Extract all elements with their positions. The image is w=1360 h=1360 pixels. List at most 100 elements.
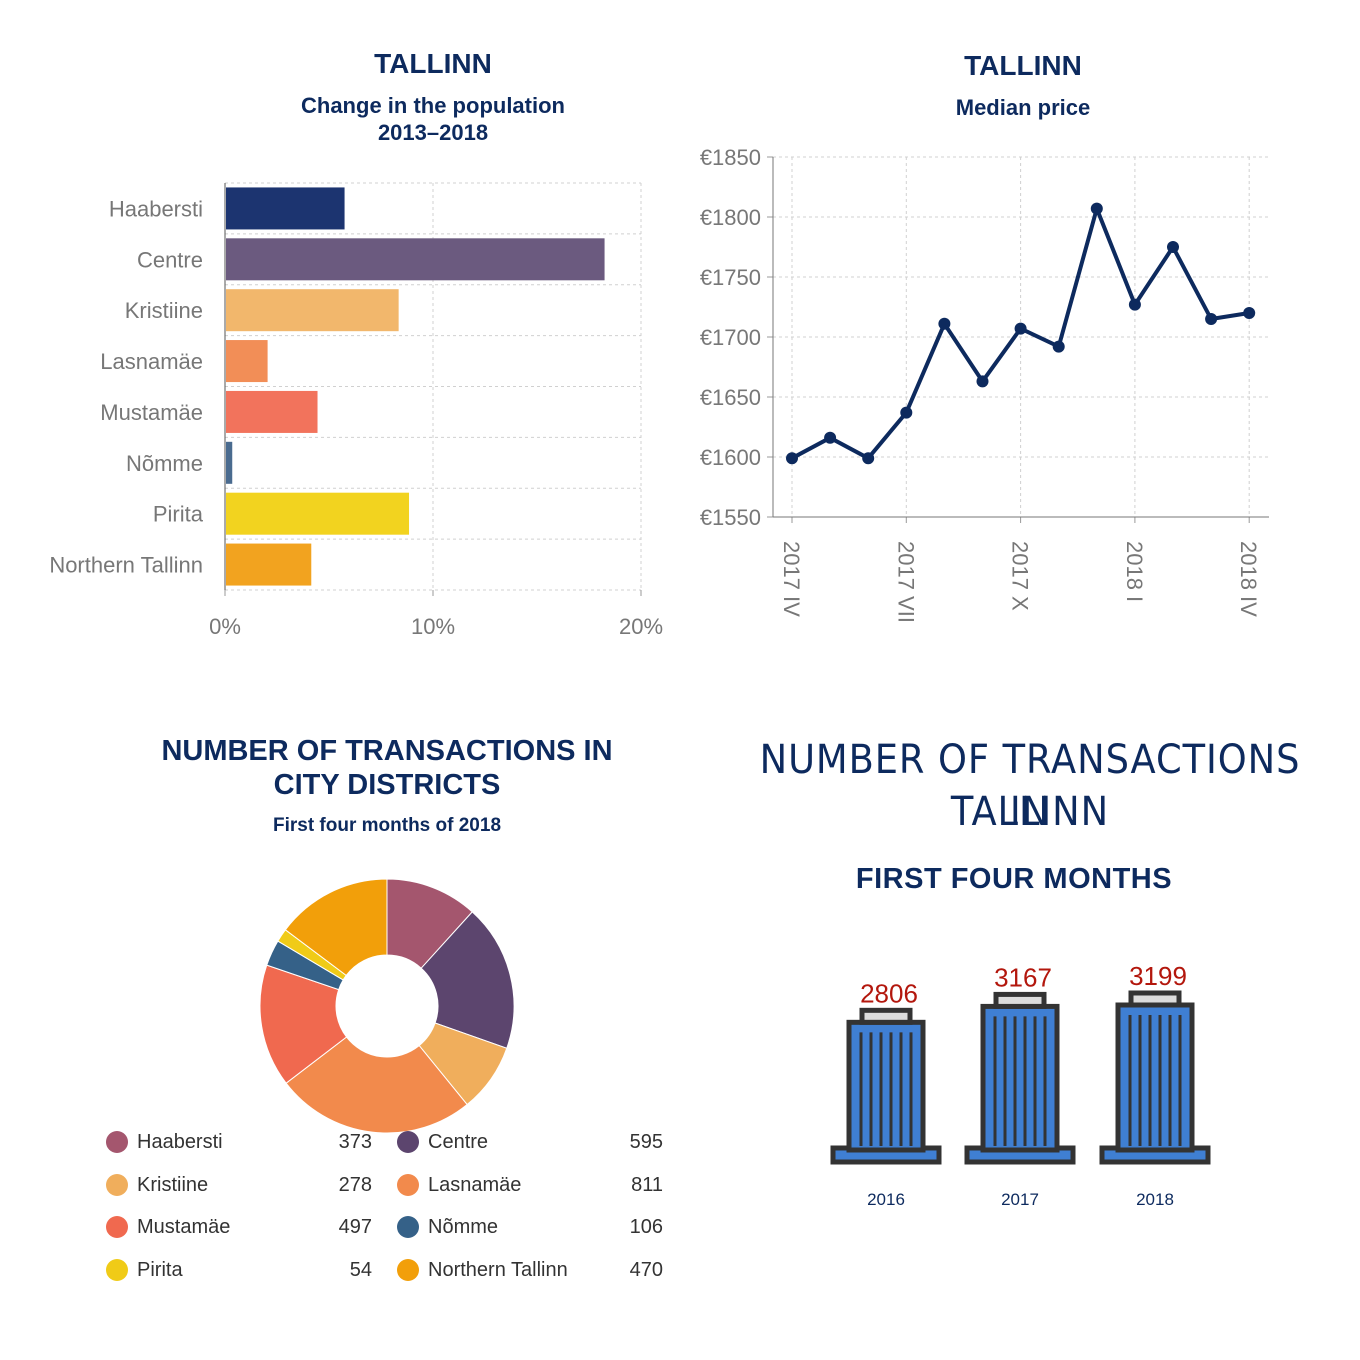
price-chart-subtitle: Median price: [955, 95, 1091, 120]
population-chart-subtitle-line1: Change in the population: [301, 93, 565, 118]
building-2018: [1099, 990, 1211, 1165]
median-price-point: [976, 375, 989, 388]
legend-item: Mustamäe 497: [106, 1213, 376, 1243]
bar-centre: [226, 238, 605, 281]
median-price-point: [1128, 298, 1141, 311]
legend-swatch: [106, 1173, 128, 1196]
line-y-tick-label: €1850: [700, 145, 761, 170]
legend-label: Centre: [428, 1131, 489, 1153]
median-price-point: [862, 452, 875, 465]
bar-category-label: Northern Tallinn: [49, 553, 203, 578]
legend-item: Nõmme 106: [397, 1213, 667, 1243]
population-change-panel: TALLINN Change in the population 2013–20…: [0, 0, 680, 680]
bar-category-label: Pirita: [153, 502, 204, 527]
median-price-point: [900, 406, 913, 419]
bar-category-label: Haabersti: [109, 196, 203, 221]
bar-mustamäe: [226, 390, 318, 433]
pictogram-year-label: 2016: [867, 1190, 905, 1209]
donut-slice-mustamäe: [259, 964, 348, 1084]
donut-slice-lasnamäe: [285, 1036, 468, 1134]
donut-chart-subtitle: First four months of 2018: [272, 815, 502, 836]
legend-item: Northern Tallinn 470: [397, 1256, 667, 1286]
bar-x-tick-label: 20%: [619, 614, 663, 639]
bar-category-label: Lasnamäe: [100, 349, 203, 374]
legend-item: Lasnamäe 811: [397, 1171, 667, 1201]
population-chart-title: TALLINN: [374, 48, 492, 79]
pictogram-value-label: 2806: [860, 978, 918, 1008]
bar-northern-tallinn: [226, 543, 312, 586]
line-x-tick-label: 2018 IV: [1236, 541, 1261, 617]
legend-value: 54: [349, 1258, 372, 1281]
median-price-point: [1052, 340, 1065, 353]
transactions-pictogram: 2806 2016 3167 2017 3199 2018: [830, 961, 1211, 1209]
bar-kristiine: [226, 289, 399, 332]
legend-item: Pirita 54: [106, 1256, 376, 1286]
median-price-point: [1205, 313, 1218, 325]
pictogram-subtitle: FIRST FOUR MONTHS: [855, 863, 1173, 895]
legend-label: Northern Tallinn: [428, 1258, 568, 1281]
legend-swatch: [397, 1173, 419, 1196]
bar-lasnamäe: [226, 340, 268, 383]
median-price-point: [938, 317, 951, 330]
pictogram-year-label: 2017: [1001, 1190, 1039, 1209]
tallinn-transactions-panel: NUMBER OF TRANSACTIONS IN TALLINN FIRST …: [0, 680, 1360, 1360]
median-price-panel: TALLINN Median price €1550 €1600 €1650 €170…: [680, 0, 1360, 680]
line-x-tick-label: 2017 VII: [893, 541, 918, 623]
line-x-tick-label: 2018 I: [1122, 541, 1147, 602]
legend-value: 595: [629, 1131, 663, 1153]
median-price-point: [1167, 241, 1179, 253]
legend-label: Pirita: [137, 1258, 183, 1281]
line-y-tick-label: €1750: [700, 265, 761, 290]
bar-category-label: Mustamäe: [100, 400, 203, 425]
district-donut-chart: [259, 878, 515, 1134]
bar-haabersti: [226, 187, 345, 230]
legend-swatch: [106, 1131, 128, 1153]
legend-value: 811: [631, 1173, 663, 1196]
median-price-point: [1090, 202, 1103, 215]
bar-x-tick-label: 0%: [209, 614, 241, 639]
bar-nõmme: [226, 441, 233, 484]
population-bar-chart: 0% 10% 20% Haabersti Centre Kristiine Lasnamäe…: [49, 182, 663, 639]
donut-chart-title-line1: NUMBER OF TRANSACTIONS IN: [161, 735, 613, 767]
building-roof: [993, 991, 1047, 1009]
line-y-tick-label: €1700: [700, 325, 761, 350]
donut-slice-northern-tallinn: [284, 878, 388, 977]
bar-x-tick-label: 10%: [411, 614, 455, 639]
legend-value: 278: [338, 1173, 372, 1196]
line-y-tick-label: €1800: [700, 205, 761, 230]
bar-category-label: Nõmme: [126, 451, 203, 476]
pictogram-year-label: 2018: [1136, 1190, 1174, 1209]
bar-category-label: Kristiine: [125, 298, 203, 323]
price-chart-title: TALLINN: [964, 50, 1082, 81]
legend-label: Haabersti: [137, 1131, 223, 1153]
median-price-point: [1243, 307, 1256, 319]
district-transactions-panel: NUMBER OF TRANSACTIONS IN CITY DISTRICTS…: [0, 680, 680, 1360]
legend-swatch: [397, 1216, 419, 1238]
legend-label: Lasnamäe: [428, 1173, 522, 1196]
median-price-point: [824, 431, 837, 444]
legend-item: Centre 595: [397, 1128, 667, 1158]
pictogram-title-line2: TALLINN: [950, 789, 1110, 835]
legend-value: 470: [629, 1258, 663, 1281]
building-2017: [964, 991, 1076, 1165]
line-y-tick-label: €1550: [700, 505, 761, 530]
line-x-tick-label: 2017 IV: [779, 541, 804, 617]
legend-value: 106: [629, 1216, 663, 1238]
median-price-line-chart: €1550 €1600 €1650 €1700 €1750 €1800 €1850 2017 …: [700, 145, 1269, 623]
legend-swatch: [397, 1131, 419, 1153]
legend-item: Haabersti 373: [106, 1128, 376, 1158]
line-y-tick-label: €1600: [700, 445, 761, 470]
median-price-point: [786, 452, 798, 465]
building-roof: [1128, 990, 1182, 1008]
legend-swatch: [106, 1216, 128, 1238]
legend-value: 497: [338, 1216, 372, 1238]
legend-swatch: [106, 1258, 128, 1281]
pictogram-value-label: 3167: [994, 962, 1052, 992]
pictogram-value-label: 3199: [1129, 961, 1187, 991]
line-x-tick-label: 2017 X: [1008, 541, 1033, 611]
population-chart-subtitle-line2: 2013–2018: [377, 120, 489, 145]
building-roof: [859, 1007, 913, 1025]
legend-value: 373: [338, 1131, 372, 1153]
legend-swatch: [397, 1258, 419, 1281]
legend-item: Kristiine 278: [106, 1171, 376, 1201]
